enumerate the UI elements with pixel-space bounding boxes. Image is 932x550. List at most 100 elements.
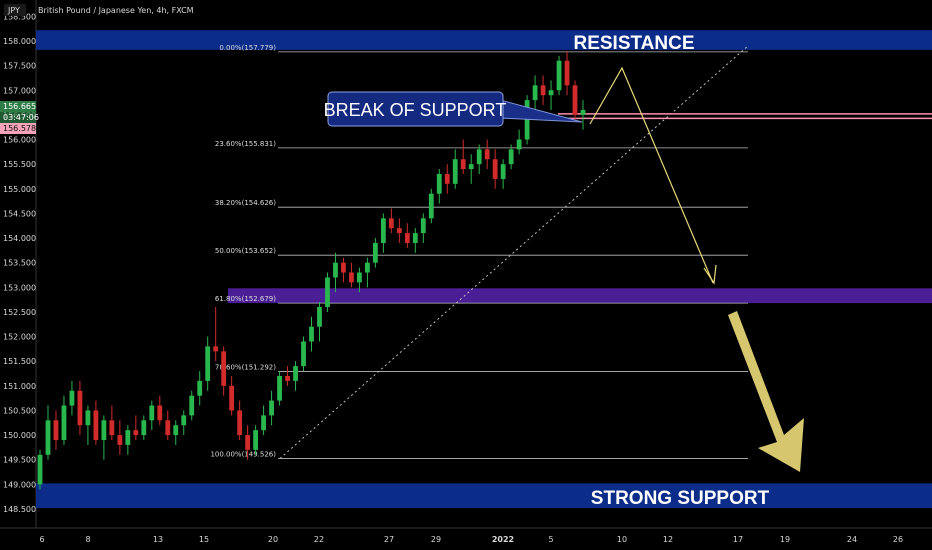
candle-body <box>133 430 139 436</box>
y-tick-label: 151.000 <box>3 382 36 391</box>
candle-body <box>372 242 378 263</box>
candle-body <box>285 375 290 381</box>
candle-body <box>157 405 163 421</box>
x-tick-label: 20 <box>268 535 278 544</box>
candle-body <box>508 149 514 165</box>
candle-body <box>229 385 235 411</box>
candle-body <box>149 405 155 421</box>
candle-body <box>117 435 123 445</box>
dotted-trendline[interactable] <box>279 45 749 459</box>
strong-support-label: STRONG SUPPORT <box>591 488 770 509</box>
fib-label: 50.00%(153.652) <box>215 247 276 255</box>
candle-body <box>181 415 187 426</box>
candle-body <box>61 405 67 441</box>
candle-body <box>101 420 107 441</box>
big-down-arrow[interactable] <box>728 311 804 472</box>
fib-label: 78.60%(151.292) <box>215 363 276 371</box>
candle-body <box>349 272 354 283</box>
candle-body <box>277 375 282 401</box>
candle-body <box>380 218 386 243</box>
x-tick-label: 26 <box>893 535 903 544</box>
candle-body <box>404 233 410 243</box>
x-tick-label: 22 <box>314 535 324 544</box>
zone-1 <box>36 30 932 50</box>
x-tick-label: 29 <box>431 535 441 544</box>
candle-body <box>516 139 522 150</box>
candle-body <box>45 420 51 455</box>
candle-body <box>436 174 442 194</box>
candle-body <box>109 420 115 436</box>
candle-body <box>189 395 195 416</box>
fib-label: 23.60%(155.831) <box>215 140 276 148</box>
candle-body <box>77 390 83 426</box>
candle-body <box>269 400 274 416</box>
candle-body <box>556 60 562 91</box>
candle-body <box>572 85 578 115</box>
x-tick-label: 6 <box>39 535 44 544</box>
last-price-tag <box>0 101 36 112</box>
fib-label: 61.80%(152.679) <box>215 295 276 303</box>
y-tick-label: 151.500 <box>3 357 36 366</box>
x-tick-label: 12 <box>663 535 673 544</box>
y-tick-label: 158.000 <box>3 37 36 46</box>
y-tick-label: 157.000 <box>3 86 36 95</box>
x-tick-label: 24 <box>847 535 857 544</box>
callout-text: BREAK OF SUPPORT <box>324 100 507 120</box>
x-tick-label: 27 <box>384 535 394 544</box>
y-tick-label: 150.000 <box>3 431 36 440</box>
x-tick-label: 13 <box>153 535 163 544</box>
y-tick-label: 150.500 <box>3 406 36 415</box>
zone-3 <box>36 483 932 508</box>
y-tick-label: 154.500 <box>3 209 36 218</box>
bid-price-value: 156.578 <box>3 124 36 133</box>
x-tick-label: 19 <box>780 535 790 544</box>
projection-arrowhead <box>703 264 717 285</box>
candle-body <box>301 341 306 367</box>
candle-body <box>173 425 179 436</box>
candle-body <box>261 415 266 431</box>
bid-price-tag <box>0 123 36 134</box>
callout-box <box>327 91 504 127</box>
y-tick-label: 158.500 <box>3 12 36 21</box>
countdown-value: 03:47:06 <box>3 113 39 122</box>
candle-body <box>253 430 259 450</box>
symbol-badge[interactable] <box>4 4 26 16</box>
resistance-label: RESISTANCE <box>573 33 694 54</box>
y-tick-label: 149.500 <box>3 456 36 465</box>
candle-body <box>213 346 219 352</box>
candle-body <box>93 410 99 441</box>
candle-body <box>484 149 490 160</box>
candle-body <box>37 454 43 485</box>
candle-body <box>492 159 498 179</box>
candle-body <box>53 420 59 441</box>
projection-path[interactable] <box>589 66 714 284</box>
break-of-support-callout[interactable]: BREAK OF SUPPORT <box>324 91 583 127</box>
candle-body <box>540 85 546 96</box>
candle-body <box>452 159 458 184</box>
candle-body <box>357 272 362 283</box>
candle-body <box>245 435 251 450</box>
y-tick-label: 149.000 <box>3 480 36 489</box>
candle-body <box>165 420 171 436</box>
fib-label: 0.00%(157.779) <box>219 44 276 52</box>
candle-body <box>460 159 466 170</box>
candle-body <box>221 351 227 386</box>
y-tick-label: 153.000 <box>3 283 36 292</box>
candle-body <box>237 410 243 436</box>
x-tick-label: 10 <box>617 535 627 544</box>
y-tick-label: 154.000 <box>3 234 36 243</box>
candle-body <box>309 326 314 342</box>
zone-2 <box>228 288 932 304</box>
y-tick-label: 156.000 <box>3 136 36 145</box>
candle-body <box>325 277 330 308</box>
countdown-tag <box>0 112 36 123</box>
y-tick-label: 155.000 <box>3 185 36 194</box>
y-tick-label: 152.000 <box>3 333 36 342</box>
candle-body <box>197 380 203 396</box>
candle-body <box>388 218 394 229</box>
candle-body <box>428 193 434 219</box>
y-tick-label: 153.500 <box>3 259 36 268</box>
candle-body <box>141 420 147 436</box>
candle-body <box>468 164 474 170</box>
